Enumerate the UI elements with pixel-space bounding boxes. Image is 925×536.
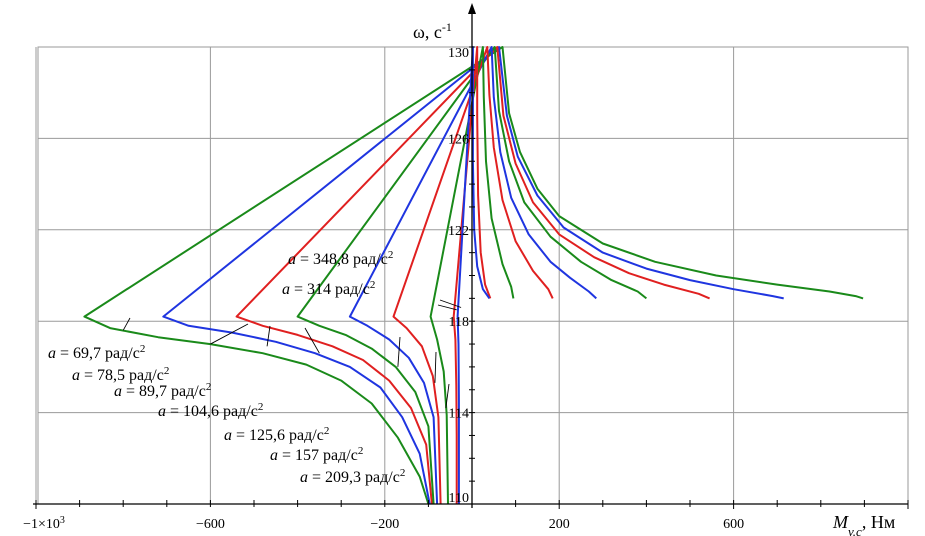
annotation-leader	[445, 383, 450, 409]
series-line-8	[452, 46, 492, 504]
x-tick-label: 600	[723, 517, 744, 532]
x-tick-label: −600	[196, 517, 225, 532]
annotations: a = 348,8 рад/с2 a = 314 рад/с2 a = 69,7 р…	[48, 249, 462, 486]
series-line-6	[392, 46, 554, 505]
annotation-label: a = 157 рад/с2	[270, 445, 363, 464]
axes	[33, 3, 909, 509]
tick-labels: −1×103 −600 −200 200 600 110 114 118 122 126 130 ω,…	[23, 20, 895, 536]
series-line-5	[348, 46, 597, 505]
annotation-label: a = 78,5 рад/с2	[72, 365, 169, 384]
series-line-2	[162, 46, 784, 505]
annotation-label: a = 125,6 рад/с2	[224, 425, 329, 444]
annotation-label: a = 314 рад/с2	[282, 279, 375, 298]
annotation-label: a = 104,6 рад/с2	[158, 401, 263, 420]
y-axis-arrow-icon	[468, 3, 476, 14]
annotation-leader	[304, 327, 320, 354]
series-line-1	[83, 46, 864, 505]
x-tick-label: −200	[370, 517, 399, 532]
annotation-leader	[266, 325, 271, 347]
annotation-leader	[437, 304, 457, 311]
annotation-label: a = 209,3 рад/с2	[300, 467, 405, 486]
annotation-leader	[210, 323, 249, 345]
series-group	[83, 46, 864, 505]
x-axis-title: Mv.c, Нм	[832, 512, 895, 536]
annotation-leader	[434, 351, 437, 383]
y-tick-label: 122	[448, 224, 469, 239]
annotation-label: a = 89,7 рад/с2	[114, 381, 211, 400]
annotation-label: a = 348,8 рад/с2	[288, 249, 393, 268]
annotation-leader	[397, 336, 401, 367]
y-tick-label: 130	[448, 46, 469, 61]
series-line-7	[429, 46, 515, 505]
y-tick-label: 114	[449, 407, 469, 422]
annotation-leader	[122, 317, 131, 331]
annotation-label: a = 69,7 рад/с2	[48, 343, 145, 362]
series-line-4	[296, 46, 648, 505]
x-tick-label: −1×103	[23, 515, 65, 533]
series-line-3	[235, 46, 710, 505]
y-tick-label: 118	[449, 315, 469, 330]
y-tick-label: 126	[448, 132, 469, 147]
x-tick-label: 200	[549, 517, 570, 532]
y-axis-title: ω, с-1	[413, 20, 452, 42]
y-tick-label: 110	[449, 491, 469, 506]
annotation-leader	[439, 299, 462, 308]
